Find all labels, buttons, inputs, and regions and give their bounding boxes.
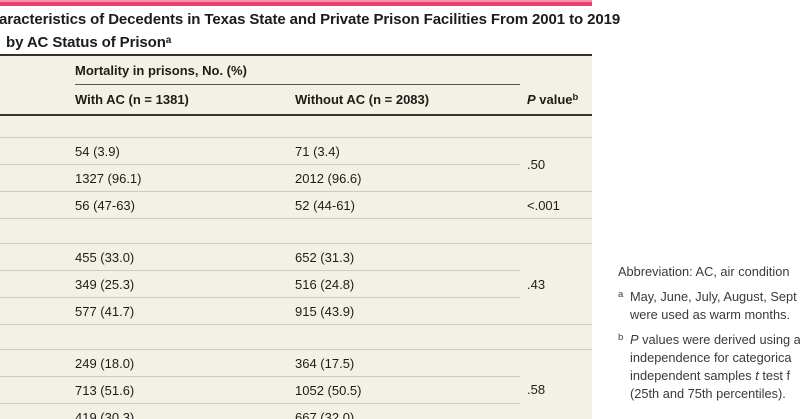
footnote-b-marker: b — [618, 332, 624, 343]
footnote-b-body: P values were derived using a independen… — [630, 331, 800, 403]
data-cell-without-ac: 516 (24.8) — [295, 270, 520, 298]
empty-cell — [295, 324, 520, 350]
cropped-label-cell — [0, 376, 75, 404]
data-cell-without-ac: 915 (43.9) — [295, 297, 520, 325]
data-cell-without-ac: 71 (3.4) — [295, 137, 520, 165]
footnote-b-line3: independent samples t test f — [630, 367, 800, 385]
spanner-header: Mortality in prisons, No. (%) — [75, 56, 520, 85]
empty-cell — [295, 218, 520, 244]
table-row: 249 (18.0) 364 (17.5) .58 — [0, 349, 592, 419]
empty-cell — [520, 115, 592, 138]
footnote-b-line3-pre: independent samples — [630, 368, 756, 383]
data-cell-with-ac: 54 (3.9) — [75, 137, 295, 165]
section-header-row — [0, 115, 592, 138]
p-value-footnote-marker: b — [572, 91, 579, 103]
cropped-label-cell — [0, 404, 75, 419]
table-title-line1: aracteristics of Decedents in Texas Stat… — [0, 11, 621, 28]
cropped-label-cell — [0, 191, 75, 219]
table-row: 713 (51.6) 1052 (50.5) — [0, 376, 592, 404]
table-row: 577 (41.7) 915 (43.9) — [0, 297, 592, 325]
footnote-a-line1: May, June, July, August, Sept — [630, 289, 797, 304]
p-value-cell: .50 — [520, 137, 592, 192]
table-title-line2: by AC Status of Prisona — [6, 30, 640, 53]
table-row: 419 (30.3) 667 (32.0) — [0, 404, 592, 419]
table-title: aracteristics of Decedents in Texas Stat… — [0, 9, 640, 53]
empty-cell — [75, 115, 295, 138]
footnote-a-marker: a — [618, 289, 624, 300]
spanner-header-row: Mortality in prisons, No. (%) — [0, 56, 592, 85]
data-cell-without-ac: 652 (31.3) — [295, 243, 520, 271]
accent-bar — [0, 0, 592, 6]
footnote-b-line2: independence for categorica — [630, 350, 792, 365]
column-header-p-value: P valueb — [520, 84, 592, 116]
data-cell-without-ac: 364 (17.5) — [295, 349, 520, 377]
data-cell-without-ac: 52 (44-61) — [295, 191, 520, 219]
cropped-label-cell — [0, 164, 75, 192]
data-cell-without-ac: 667 (32.0) — [295, 409, 355, 419]
data-cell-without-ac: 2012 (96.6) — [295, 164, 520, 192]
table-row: 455 (33.0) 652 (31.3) .43 — [0, 243, 592, 325]
cropped-label-cell — [0, 270, 75, 298]
cropped-label-cell — [0, 243, 75, 271]
data-cell-with-ac: 249 (18.0) — [75, 349, 295, 377]
column-header-with-ac: With AC (n = 1381) — [75, 84, 295, 116]
footnote-b-line3-rest: test f — [758, 368, 791, 383]
footnote-b-line1-rest: values were derived using a — [638, 332, 800, 347]
section-header-row — [0, 218, 592, 244]
data-cell-with-ac: 1327 (96.1) — [75, 164, 295, 192]
footnote-a-line2: were used as warm months. — [630, 307, 791, 322]
p-value-cell: .43 — [520, 243, 592, 325]
data-cell-with-ac: 713 (51.6) — [75, 376, 295, 404]
table-row: 1327 (96.1) 2012 (96.6) — [0, 164, 592, 192]
footnotes-column: Abbreviation: AC, air condition a May, J… — [618, 263, 800, 403]
cropped-label-cell — [0, 137, 75, 165]
empty-cell — [75, 324, 295, 350]
p-value-rest: value — [535, 91, 573, 107]
column-header-row: With AC (n = 1381) Without AC (n = 2083)… — [0, 84, 592, 116]
p-column-stub — [520, 56, 592, 85]
data-cell-with-ac: 419 (30.3) — [75, 409, 135, 419]
table-row: 56 (47-63) 52 (44-61) <.001 — [0, 191, 592, 219]
p-value-cell: .58 — [520, 349, 592, 419]
label-column-stub — [0, 56, 75, 85]
footnote-abbreviation: Abbreviation: AC, air condition — [618, 264, 790, 279]
label-column-stub — [0, 84, 75, 116]
table-row: 349 (25.3) 516 (24.8) — [0, 270, 592, 298]
footnote-a: a May, June, July, August, Sept were use… — [618, 288, 800, 324]
cropped-label-cell — [0, 115, 75, 138]
cropped-label-cell — [0, 297, 75, 325]
empty-cell — [295, 115, 520, 138]
empty-cell — [520, 218, 592, 244]
table-row: 54 (3.9) 71 (3.4) .50 — [0, 137, 592, 192]
cropped-label-cell — [0, 349, 75, 377]
p-value-italic-p: P — [527, 91, 536, 107]
characteristics-table: Mortality in prisons, No. (%) With AC (n… — [0, 56, 592, 419]
footnote-b-line4: (25th and 75th percentiles). — [630, 386, 786, 401]
footnote-a-body: May, June, July, August, Sept were used … — [630, 288, 797, 324]
empty-cell — [520, 324, 592, 350]
data-cell-with-ac: 56 (47-63) — [75, 191, 295, 219]
section-header-row — [0, 324, 592, 350]
empty-cell — [75, 218, 295, 244]
table-card: Mortality in prisons, No. (%) With AC (n… — [0, 54, 592, 419]
table-title-line2-text: by AC Status of Prison — [6, 34, 166, 51]
data-cell-with-ac: 349 (25.3) — [75, 270, 295, 298]
footnote-b-italic-t: t — [755, 368, 759, 383]
column-header-without-ac: Without AC (n = 2083) — [295, 84, 520, 116]
footnote-b: b P values were derived using a independ… — [618, 331, 800, 403]
data-cell-with-ac: 455 (33.0) — [75, 243, 295, 271]
cropped-label-cell — [0, 324, 75, 350]
p-value-cell: <.001 — [520, 191, 592, 219]
data-cell-with-ac: 577 (41.7) — [75, 297, 295, 325]
cropped-label-cell — [0, 218, 75, 244]
footnote-b-line1: P values were derived using a — [630, 331, 800, 349]
footnote-b-italic-p: P — [630, 332, 639, 347]
data-cell-without-ac: 1052 (50.5) — [295, 376, 520, 404]
title-footnote-marker: a — [165, 35, 172, 46]
